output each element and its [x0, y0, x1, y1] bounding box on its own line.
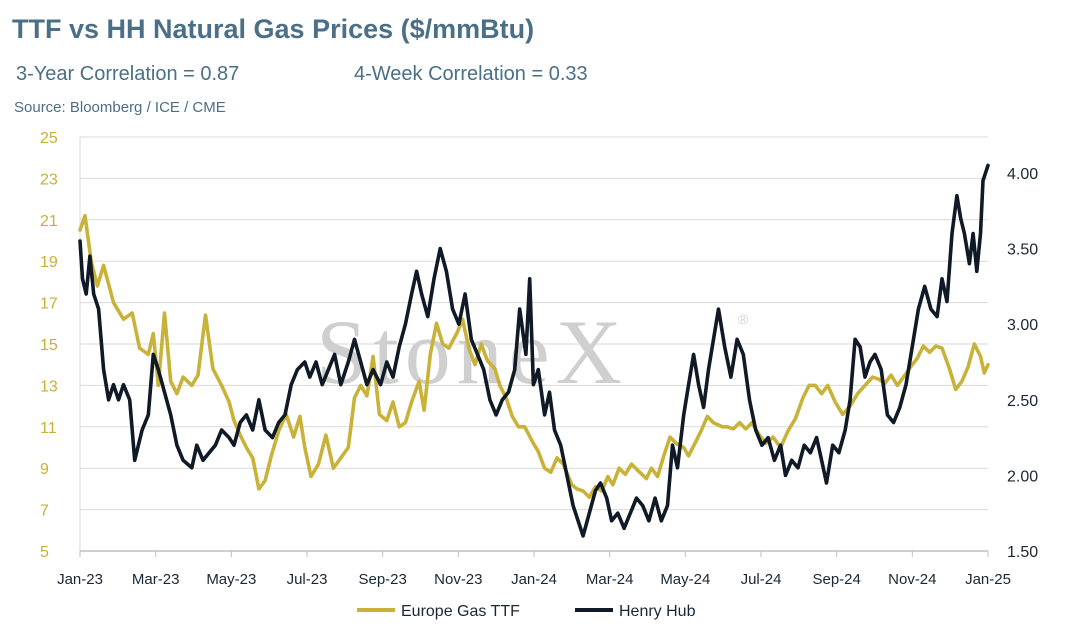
right-axis: 1.50 2.00 2.50 3.00 3.50 4.00 — [1007, 166, 1038, 561]
left-tick-label: 19 — [40, 254, 58, 271]
four-week-correlation: 4-Week Correlation = 0.33 — [354, 63, 588, 85]
left-tick-label: 9 — [40, 461, 49, 478]
left-axis: 5 7 9 11 13 15 17 19 21 23 25 — [40, 130, 58, 561]
three-year-correlation: 3-Year Correlation = 0.87 — [16, 63, 240, 85]
left-tick-label: 17 — [40, 296, 58, 313]
right-tick-label: 2.00 — [1007, 468, 1038, 485]
x-tick-label: Mar-23 — [132, 571, 180, 588]
left-tick-label: 11 — [40, 420, 57, 437]
right-tick-label: 3.50 — [1007, 242, 1038, 259]
x-tick-label: Sep-23 — [358, 571, 406, 588]
series-line-henry-hub — [78, 163, 990, 538]
series-line-ttf — [78, 213, 990, 500]
right-tick-label: 3.00 — [1007, 317, 1038, 334]
right-tick-label: 4.00 — [1007, 166, 1038, 183]
x-tick-label: May-24 — [660, 571, 710, 588]
left-tick-label: 25 — [40, 130, 58, 147]
x-tick-label: Nov-23 — [434, 571, 482, 588]
left-tick-label: 23 — [40, 171, 58, 188]
source-note: Source: Bloomberg / ICE / CME — [14, 99, 226, 116]
watermark-registered-mark: ® — [738, 311, 749, 327]
x-tick-label: Sep-24 — [812, 571, 860, 588]
x-tick-label: Nov-24 — [888, 571, 936, 588]
right-tick-label: 2.50 — [1007, 393, 1038, 410]
legend: Europe Gas TTF Henry Hub — [357, 603, 696, 620]
x-tick-label: Jan-25 — [965, 571, 1011, 588]
x-axis: Jan-23 Mar-23 May-23 Jul-23 Sep-23 Nov-23 Jan-… — [57, 551, 1011, 588]
legend-label-ttf: Europe Gas TTF — [401, 603, 520, 620]
right-tick-label: 1.50 — [1007, 544, 1038, 561]
x-tick-label: Jul-23 — [287, 571, 328, 588]
left-tick-label: 21 — [40, 213, 58, 230]
legend-label-hh: Henry Hub — [619, 603, 696, 620]
series-lines — [78, 163, 990, 538]
left-tick-label: 7 — [40, 503, 49, 520]
chart-title: TTF vs HH Natural Gas Prices ($/mmBtu) — [12, 14, 535, 44]
x-tick-label: Jan-23 — [57, 571, 103, 588]
x-tick-label: May-23 — [206, 571, 256, 588]
x-tick-label: Mar-24 — [586, 571, 634, 588]
x-tick-label: Jan-24 — [511, 571, 557, 588]
x-tick-label: Jul-24 — [741, 571, 782, 588]
left-tick-label: 15 — [40, 337, 58, 354]
left-tick-label: 13 — [40, 378, 58, 395]
left-tick-label: 5 — [40, 544, 49, 561]
